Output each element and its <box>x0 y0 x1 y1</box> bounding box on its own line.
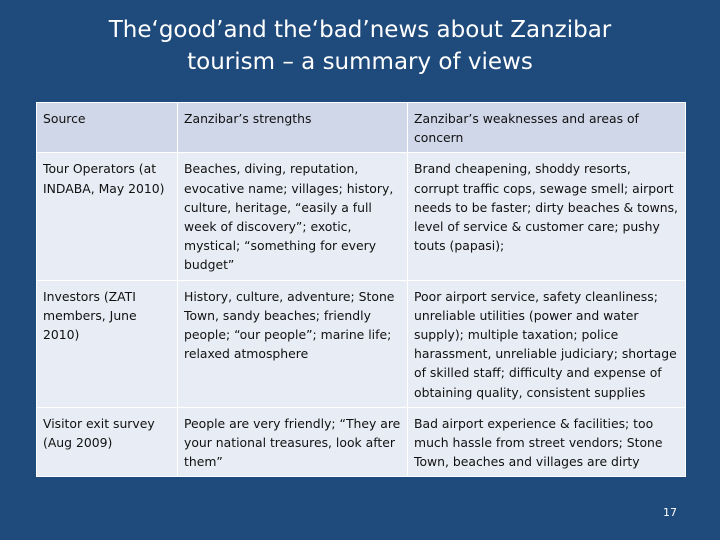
row-source-cell: Investors (ZATI members, June 2010) <box>36 279 178 408</box>
page-number: 17 <box>663 506 677 519</box>
row-weaknesses-cell: Brand cheapening, shoddy resorts, corrup… <box>407 152 686 281</box>
views-table: Source Zanzibar’s strengths Zanzibar’s w… <box>36 101 686 478</box>
row-weaknesses-cell: Poor airport service, safety cleanliness… <box>407 279 686 408</box>
table-header-row: Source Zanzibar’s strengths Zanzibar’s w… <box>36 101 686 154</box>
row-weaknesses-cell: Bad airport experience & facilities; too… <box>407 406 686 478</box>
row-strengths-cell: People are very friendly; “They are your… <box>177 406 408 478</box>
row-source-cell: Visitor exit survey (Aug 2009) <box>36 406 178 478</box>
row-source-cell: Tour Operators (at INDABA, May 2010) <box>36 152 178 281</box>
table-row: Investors (ZATI members, June 2010) Hist… <box>36 279 686 408</box>
row-strengths-cell: History, culture, adventure; Stone Town,… <box>177 279 408 408</box>
slide-title-line-2: tourism – a summary of views <box>187 49 533 75</box>
header-strengths: Zanzibar’s strengths <box>177 101 408 154</box>
table-row: Tour Operators (at INDABA, May 2010) Bea… <box>36 152 686 281</box>
header-weaknesses: Zanzibar’s weaknesses and areas of conce… <box>407 101 686 154</box>
slide-title-line-1: The‘good’and the‘bad’news about Zanzibar <box>108 17 612 43</box>
header-source: Source <box>36 101 178 154</box>
table-row: Visitor exit survey (Aug 2009) People ar… <box>36 406 686 478</box>
slide-title: The‘good’and the‘bad’news about Zanzibar… <box>0 14 720 78</box>
row-strengths-cell: Beaches, diving, reputation, evocative n… <box>177 152 408 281</box>
